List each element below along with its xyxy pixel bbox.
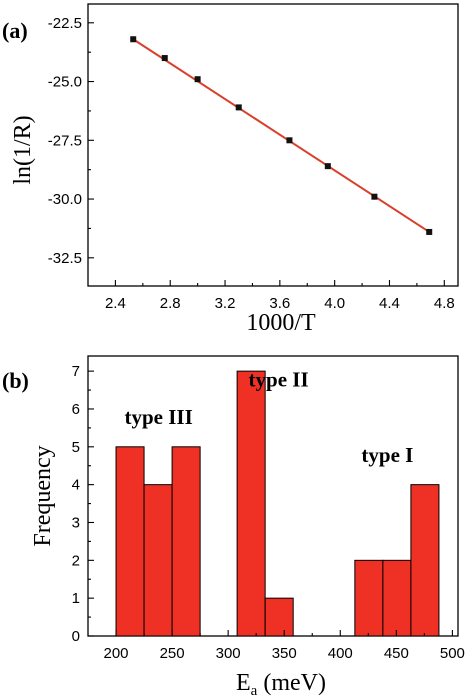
panel-a-label: (a) (2, 18, 28, 43)
data-point (426, 228, 433, 235)
y-tick-label: -25.0 (48, 74, 82, 91)
y-tick-label: -22.5 (48, 15, 82, 32)
y-tick-label: 3 (72, 514, 80, 531)
data-point (161, 55, 168, 62)
panel-a-y-ticks: -22.5 -25.0 -27.5 -30.0 -32.5 (48, 15, 94, 267)
x-tick-label: 4.8 (434, 295, 455, 312)
data-point (235, 104, 242, 111)
type-annotation: type II (249, 367, 309, 391)
panel-b-x-label: Ea (meV) (236, 670, 326, 699)
y-tick-label: 1 (72, 590, 80, 607)
x-tick-label: 400 (328, 645, 353, 662)
type-annotation: type I (361, 443, 413, 467)
panel-a-frame (87, 3, 459, 287)
panel-b-x-ticks: 200 250 300 350 400 450 500 (104, 630, 465, 662)
y-tick-label: 4 (72, 477, 80, 494)
x-label-subscript: a (251, 683, 258, 699)
y-tick-label: 2 (72, 552, 80, 569)
x-tick-label: 300 (216, 645, 241, 662)
y-tick-label: -30.0 (48, 191, 82, 208)
histogram-bar (354, 559, 384, 637)
x-tick-label: 200 (104, 645, 129, 662)
x-tick-label: 4.4 (379, 295, 400, 312)
panel-a: (a) 2.4 2.8 3.2 3.6 4.0 4.4 4.8 -22.5 -25.0 -27.… (2, 3, 459, 336)
data-points (130, 36, 433, 235)
y-tick-label: -32.5 (48, 250, 82, 267)
panel-a-x-label: 1000/T (246, 310, 316, 336)
y-tick-label: 6 (72, 401, 80, 418)
panel-b-label: (b) (2, 368, 29, 393)
x-label-unit: (meV) (257, 670, 326, 696)
x-tick-label: 2.8 (160, 295, 181, 312)
data-point (130, 36, 137, 43)
panel-b-y-label: Frequency (30, 445, 56, 546)
histogram-bars (115, 370, 440, 637)
y-tick-label: -27.5 (48, 132, 82, 149)
histogram-bar (143, 484, 173, 637)
x-tick-label: 250 (160, 645, 185, 662)
x-tick-label: 4.0 (324, 295, 345, 312)
x-tick-label: 2.4 (105, 295, 126, 312)
histogram-bar (171, 446, 201, 637)
data-point (324, 163, 331, 170)
panel-a-y-label: ln(1/R) (10, 115, 36, 184)
panel-b-y-ticks: 0 1 2 3 4 5 6 7 (72, 363, 94, 645)
y-tick-label: 5 (72, 439, 80, 456)
data-point (194, 76, 201, 83)
x-tick-label: 3.6 (269, 295, 290, 312)
histogram-bar (115, 446, 145, 637)
data-point (286, 137, 293, 144)
histogram-bar (382, 559, 412, 637)
type-annotations: type III type II type I (125, 367, 414, 467)
x-tick-label: 3.2 (215, 295, 236, 312)
panel-a-x-ticks: 2.4 2.8 3.2 3.6 4.0 4.4 4.8 (105, 280, 455, 312)
fit-line (132, 38, 430, 233)
x-tick-label: 350 (272, 645, 297, 662)
x-tick-label: 500 (440, 645, 465, 662)
panel-b: (b) 200 250 300 350 400 450 500 0 1 2 3 4 5 6 7 type … (2, 355, 465, 699)
x-tick-label: 450 (384, 645, 409, 662)
x-label-symbol: E (236, 670, 251, 696)
data-point (371, 193, 378, 200)
y-tick-label: 7 (72, 363, 80, 380)
type-annotation: type III (125, 405, 193, 429)
histogram-bar (264, 597, 294, 637)
y-tick-label: 0 (72, 628, 80, 645)
histogram-bar (410, 484, 440, 637)
histogram-bar (236, 370, 266, 637)
